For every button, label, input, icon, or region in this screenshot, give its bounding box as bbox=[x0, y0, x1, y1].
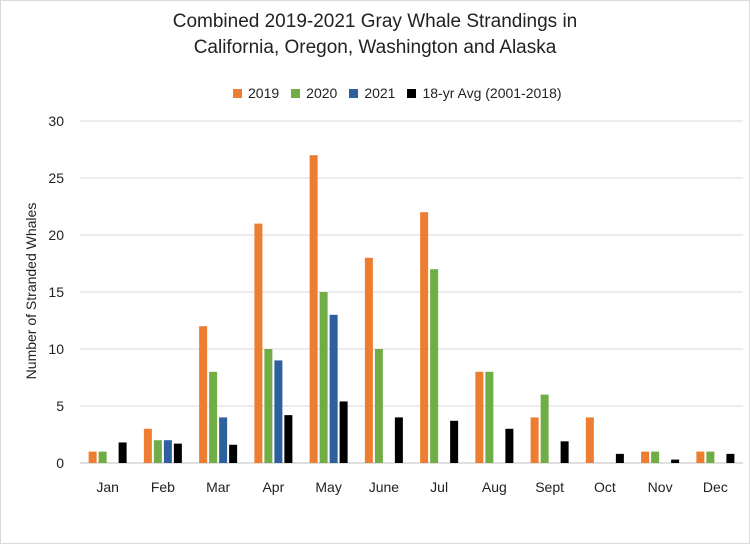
legend-label-2019: 2019 bbox=[248, 85, 280, 101]
chart-title: Combined 2019-2021 Gray Whale Strandings… bbox=[1, 9, 749, 61]
legend-item-avg: 18-yr Avg (2001-2018) bbox=[407, 85, 562, 101]
bar-2019-mar bbox=[199, 326, 208, 463]
x-tick-label: Apr bbox=[262, 479, 284, 495]
bar-2019-sept bbox=[530, 417, 539, 463]
bar-2020-jan bbox=[98, 451, 107, 463]
x-tick-label: Nov bbox=[648, 479, 673, 495]
bar-18-yr-may bbox=[339, 401, 348, 463]
bar-2020-nov bbox=[651, 451, 660, 463]
bar-2019-may bbox=[309, 155, 318, 463]
bar-2019-nov bbox=[641, 451, 650, 463]
y-tick-label: 30 bbox=[48, 113, 64, 129]
x-tick-label: May bbox=[315, 479, 341, 495]
bar-2020-jul bbox=[430, 269, 439, 463]
bar-2020-mar bbox=[209, 371, 218, 463]
x-tick-label: Feb bbox=[151, 479, 175, 495]
bar-2020-feb bbox=[153, 440, 162, 463]
x-tick-label: June bbox=[369, 479, 400, 495]
bar-18-yr-apr bbox=[284, 415, 293, 463]
legend-swatch-2020 bbox=[291, 88, 301, 98]
bar-18-yr-jul bbox=[450, 420, 459, 463]
bar-2019-june bbox=[364, 257, 373, 463]
bar-18-yr-aug bbox=[505, 428, 514, 463]
bar-2019-apr bbox=[254, 223, 263, 463]
chart-title-line-1: Combined 2019-2021 Gray Whale Strandings… bbox=[172, 11, 578, 32]
bar-18-yr-june bbox=[394, 417, 403, 463]
x-tick-label: Dec bbox=[703, 479, 728, 495]
x-tick-label: Aug bbox=[482, 479, 507, 495]
bar-2020-dec bbox=[706, 451, 715, 463]
bar-2020-june bbox=[374, 349, 383, 463]
bar-2019-dec bbox=[696, 451, 705, 463]
bar-2021-feb bbox=[163, 440, 172, 463]
bar-2019-aug bbox=[475, 371, 484, 463]
bar-2021-apr bbox=[274, 360, 283, 463]
legend-label-avg: 18-yr Avg (2001-2018) bbox=[422, 85, 562, 101]
x-tick-label: Oct bbox=[594, 479, 616, 495]
bar-2021-mar bbox=[219, 417, 228, 463]
bar-2019-jul bbox=[420, 212, 429, 463]
y-tick-label: 25 bbox=[48, 170, 64, 186]
bar-2020-sept bbox=[540, 394, 549, 463]
bar-2019-oct bbox=[585, 417, 594, 463]
bar-2019-jan bbox=[88, 451, 97, 463]
bar-18-yr-dec bbox=[726, 453, 735, 463]
legend-label-2020: 2020 bbox=[306, 85, 338, 101]
y-tick-label: 10 bbox=[48, 341, 64, 357]
legend-swatch-2021 bbox=[349, 88, 359, 98]
legend-item-2021: 2021 bbox=[349, 85, 395, 101]
y-tick-label: 5 bbox=[56, 398, 64, 414]
bar-2020-aug bbox=[485, 371, 494, 463]
legend-item-2019: 2019 bbox=[233, 85, 279, 101]
bar-18-yr-feb bbox=[173, 443, 182, 463]
chart-legend: 2019 2020 2021 18-yr Avg (2001-2018) bbox=[233, 85, 574, 101]
chart-title-line-2: California, Oregon, Washington and Alask… bbox=[193, 37, 557, 58]
x-tick-label: Mar bbox=[206, 479, 230, 495]
bar-18-yr-mar bbox=[229, 444, 238, 463]
bar-2020-may bbox=[319, 292, 328, 463]
legend-swatch-avg bbox=[407, 88, 417, 98]
bar-18-yr-sept bbox=[560, 441, 569, 463]
legend-item-2020: 2020 bbox=[291, 85, 337, 101]
x-tick-label: Jul bbox=[430, 479, 448, 495]
y-tick-label: 15 bbox=[48, 284, 64, 300]
legend-swatch-2019 bbox=[233, 88, 242, 98]
legend-label-2021: 2021 bbox=[364, 85, 396, 101]
bar-2020-apr bbox=[264, 349, 273, 463]
y-tick-label: 20 bbox=[48, 227, 64, 243]
bar-2019-feb bbox=[143, 428, 152, 463]
bar-18-yr-nov bbox=[671, 459, 680, 463]
bar-2021-may bbox=[329, 314, 338, 463]
x-tick-label: Sept bbox=[535, 479, 564, 495]
bar-18-yr-jan bbox=[118, 442, 127, 463]
bar-18-yr-oct bbox=[615, 453, 624, 463]
x-tick-label: Jan bbox=[96, 479, 119, 495]
y-tick-label: 0 bbox=[56, 455, 64, 471]
